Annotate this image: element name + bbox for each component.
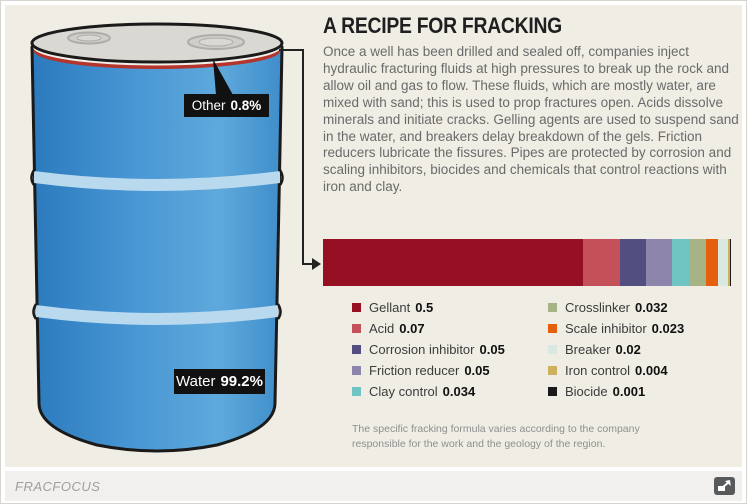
- legend-value: 0.05: [464, 363, 490, 378]
- infographic-canvas: Other 0.8% Water 99.2% A RECIPE FOR FRAC…: [5, 5, 742, 467]
- other-label-text: Other: [191, 98, 226, 113]
- connector-line-top: [279, 49, 304, 51]
- legend-label: Scale inhibitor: [565, 321, 647, 336]
- legend-label: Iron control: [565, 363, 631, 378]
- other-callout-pointer: [213, 59, 233, 95]
- barrel-rib-lower: [32, 303, 282, 325]
- footer-bar: FRACFOCUS: [5, 471, 742, 501]
- lid-bung-left: [67, 31, 111, 45]
- legend-label: Biocide: [565, 384, 608, 399]
- bar-segment-iron-control: [728, 239, 731, 286]
- legend-swatch-acid: [352, 324, 361, 333]
- legend-value: 0.032: [635, 300, 668, 315]
- fracfocus-attribution: FRACFOCUS: [15, 478, 101, 494]
- legend-label: Clay control: [369, 384, 438, 399]
- connector-line-vertical: [302, 49, 304, 265]
- intro-paragraph: Once a well has been drilled and sealed …: [323, 44, 739, 195]
- legend-label: Corrosion inhibitor: [369, 342, 475, 357]
- water-barrel-illustration: [30, 22, 284, 453]
- legend-swatch-iron-control: [548, 366, 557, 375]
- other-label-value: 0.8%: [230, 98, 262, 113]
- legend-item-breaker: Breaker 0.02: [548, 339, 684, 360]
- legend-column-2: Crosslinker 0.032 Scale inhibitor 0.023 Brea…: [548, 297, 684, 402]
- legend-item-friction-reducer: Friction reducer 0.05: [352, 360, 548, 381]
- legend-swatch-scale-inhibitor: [548, 324, 557, 333]
- water-label-text: Water: [176, 373, 216, 390]
- legend-value: 0.001: [612, 384, 646, 399]
- legend-label: Acid: [369, 321, 395, 336]
- legend-item-corrosion-inhibitor: Corrosion inhibitor 0.05: [352, 339, 548, 360]
- bar-segment-gellant: [323, 239, 584, 286]
- legend-column-1: Gellant 0.5 Acid 0.07 Corrosion inhibitor 0.0…: [352, 297, 548, 402]
- legend-label: Crosslinker: [565, 300, 631, 315]
- bar-segment-breaker: [717, 239, 729, 286]
- barrel-rib-upper: [30, 169, 284, 191]
- bar-segment-scale-inhibitor: [706, 239, 718, 286]
- legend-swatch-gellant: [352, 303, 361, 312]
- legend-item-clay-control: Clay control 0.034: [352, 381, 548, 402]
- legend-swatch-crosslinker: [548, 303, 557, 312]
- legend-value: 0.023: [651, 321, 685, 336]
- legend-label: Friction reducer: [369, 363, 460, 378]
- legend-item-gellant: Gellant 0.5: [352, 297, 548, 318]
- legend-swatch-biocide: [548, 387, 557, 396]
- bar-segment-biocide: [730, 239, 731, 286]
- page-title: A RECIPE FOR FRACKING: [323, 13, 562, 38]
- legend-value: 0.02: [615, 342, 641, 357]
- expand-button[interactable]: [714, 477, 735, 495]
- bar-segment-friction-reducer: [645, 239, 672, 286]
- legend-item-biocide: Biocide 0.001: [548, 381, 684, 402]
- lid-bung-right: [187, 34, 245, 50]
- legend-swatch-corrosion-inhibitor: [352, 345, 361, 354]
- legend-swatch-clay-control: [352, 387, 361, 396]
- stacked-bar: [323, 239, 731, 286]
- bar-segment-acid: [583, 239, 620, 286]
- bar-segment-corrosion-inhibitor: [619, 239, 646, 286]
- legend-item-crosslinker: Crosslinker 0.032: [548, 297, 684, 318]
- legend-swatch-friction-reducer: [352, 366, 361, 375]
- bar-segment-crosslinker: [689, 239, 706, 286]
- legend-value: 0.034: [442, 384, 476, 399]
- legend-item-acid: Acid 0.07: [352, 318, 548, 339]
- chart-legend: Gellant 0.5 Acid 0.07 Corrosion inhibitor 0.0…: [352, 297, 684, 402]
- legend-item-iron-control: Iron control 0.004: [548, 360, 684, 381]
- bar-segment-clay-control: [671, 239, 690, 286]
- legend-label: Breaker: [565, 342, 611, 357]
- legend-label: Gellant: [369, 300, 411, 315]
- legend-swatch-breaker: [548, 345, 557, 354]
- legend-value: 0.004: [635, 363, 668, 378]
- other-callout-label: Other 0.8%: [184, 94, 269, 117]
- legend-item-scale-inhibitor: Scale inhibitor 0.023: [548, 318, 684, 339]
- water-callout-label: Water 99.2%: [174, 369, 265, 394]
- legend-value: 0.5: [415, 300, 434, 315]
- footnote: The specific fracking formula varies acc…: [352, 423, 640, 450]
- water-label-value: 99.2%: [220, 373, 263, 390]
- legend-value: 0.05: [479, 342, 505, 357]
- connector-line-bottom: [302, 263, 313, 265]
- connector-arrowhead: [312, 258, 321, 270]
- expand-icon: [718, 480, 731, 491]
- legend-value: 0.07: [399, 321, 425, 336]
